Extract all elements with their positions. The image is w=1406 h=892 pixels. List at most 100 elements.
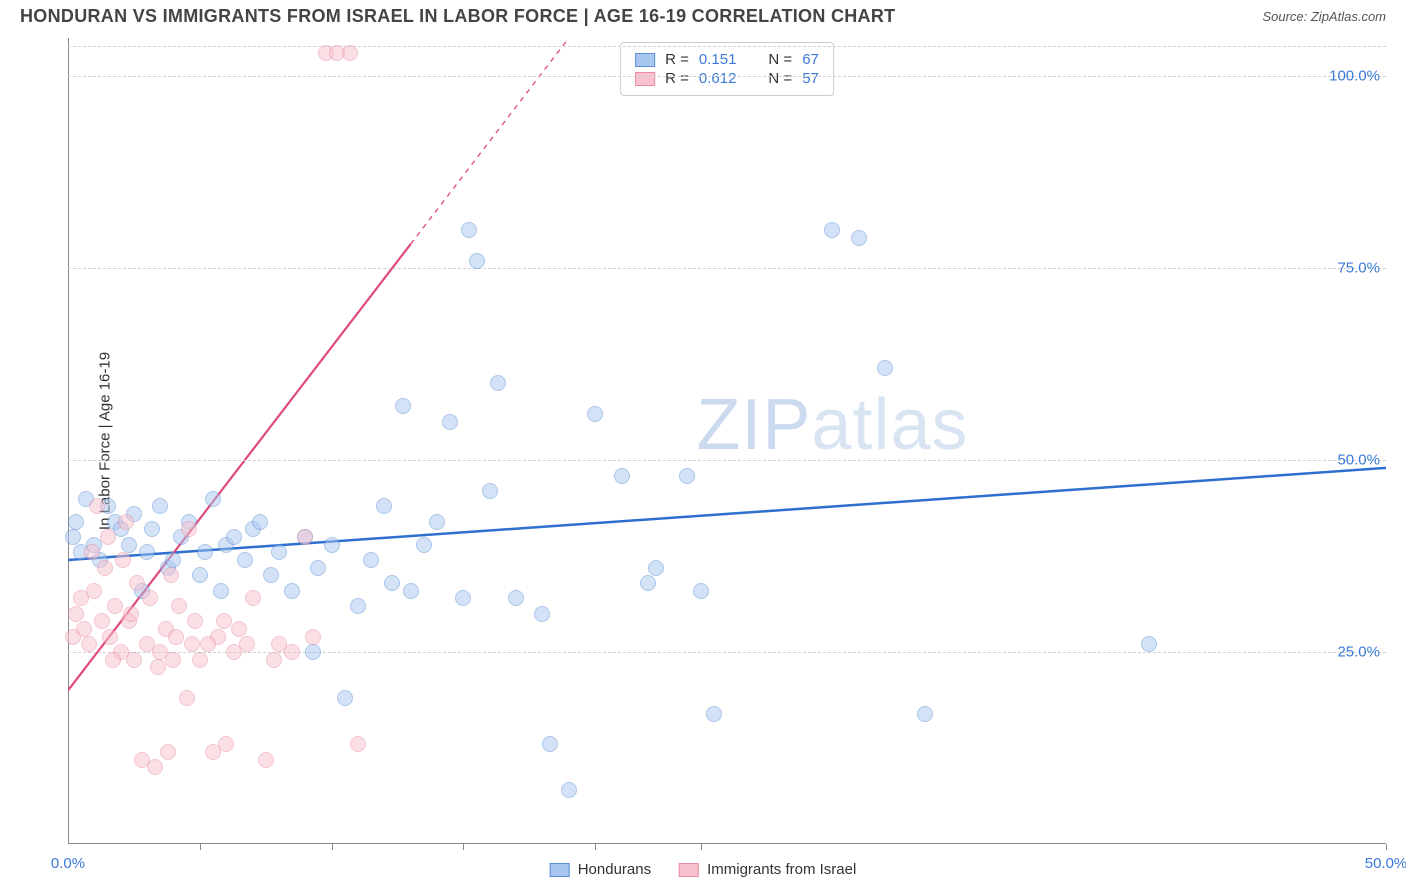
data-point: [640, 575, 656, 591]
data-point: [129, 575, 145, 591]
data-point: [648, 560, 664, 576]
r-label: R =: [665, 51, 689, 68]
data-point: [305, 644, 321, 660]
data-point: [917, 706, 933, 722]
chart-area: In Labor Force | Age 16-19 ZIPatlas R =0…: [20, 38, 1386, 844]
data-point: [561, 782, 577, 798]
data-point: [165, 652, 181, 668]
data-point: [81, 636, 97, 652]
data-point: [877, 360, 893, 376]
data-point: [350, 736, 366, 752]
data-point: [442, 414, 458, 430]
data-point: [218, 736, 234, 752]
data-point: [147, 759, 163, 775]
legend-item: Immigrants from Israel: [679, 861, 856, 878]
data-point: [252, 514, 268, 530]
chart-source: Source: ZipAtlas.com: [1262, 9, 1386, 24]
data-point: [168, 629, 184, 645]
data-point: [94, 613, 110, 629]
legend-swatch: [635, 53, 655, 67]
data-point: [139, 544, 155, 560]
data-point: [123, 606, 139, 622]
data-point: [187, 613, 203, 629]
trend-lines: [68, 38, 1386, 844]
data-point: [395, 398, 411, 414]
data-point: [86, 583, 102, 599]
data-point: [163, 567, 179, 583]
legend-row: R =0.612N =57: [635, 70, 819, 87]
legend-item: Hondurans: [550, 861, 651, 878]
x-tick-mark: [200, 844, 201, 850]
data-point: [239, 636, 255, 652]
data-point: [226, 529, 242, 545]
data-point: [100, 529, 116, 545]
x-tick-mark: [332, 844, 333, 850]
data-point: [115, 552, 131, 568]
data-point: [126, 652, 142, 668]
x-tick-mark: [701, 844, 702, 850]
data-point: [469, 253, 485, 269]
data-point: [305, 629, 321, 645]
x-tick-mark: [595, 844, 596, 850]
data-point: [508, 590, 524, 606]
watermark: ZIPatlas: [696, 384, 968, 466]
data-point: [245, 590, 261, 606]
gridline: [68, 652, 1386, 653]
data-point: [614, 468, 630, 484]
data-point: [310, 560, 326, 576]
data-point: [68, 606, 84, 622]
series-legend: Hondurans Immigrants from Israel: [550, 861, 857, 878]
y-tick-label: 100.0%: [1329, 68, 1380, 85]
legend-swatch: [679, 863, 699, 877]
legend-label: Hondurans: [578, 861, 651, 878]
data-point: [461, 222, 477, 238]
r-label: R =: [665, 70, 689, 87]
n-label: N =: [768, 70, 792, 87]
data-point: [205, 491, 221, 507]
data-point: [105, 652, 121, 668]
data-point: [1141, 636, 1157, 652]
data-point: [142, 590, 158, 606]
data-point: [284, 583, 300, 599]
data-point: [197, 544, 213, 560]
data-point: [107, 598, 123, 614]
data-point: [65, 529, 81, 545]
legend-swatch: [550, 863, 570, 877]
data-point: [192, 652, 208, 668]
data-point: [152, 498, 168, 514]
data-point: [542, 736, 558, 752]
data-point: [97, 560, 113, 576]
chart-title: HONDURAN VS IMMIGRANTS FROM ISRAEL IN LA…: [20, 6, 895, 27]
data-point: [337, 690, 353, 706]
y-tick-label: 25.0%: [1337, 644, 1380, 661]
x-tick-label: 0.0%: [51, 855, 85, 872]
data-point: [403, 583, 419, 599]
data-point: [271, 544, 287, 560]
data-point: [482, 483, 498, 499]
data-point: [165, 552, 181, 568]
data-point: [179, 690, 195, 706]
data-point: [76, 621, 92, 637]
data-point: [150, 659, 166, 675]
data-point: [824, 222, 840, 238]
data-point: [384, 575, 400, 591]
data-point: [342, 45, 358, 61]
chart-header: HONDURAN VS IMMIGRANTS FROM ISRAEL IN LA…: [0, 0, 1406, 31]
data-point: [102, 629, 118, 645]
data-point: [216, 613, 232, 629]
data-point: [263, 567, 279, 583]
data-point: [144, 521, 160, 537]
legend-swatch: [635, 72, 655, 86]
legend-row: R =0.151N =67: [635, 51, 819, 68]
n-value: 57: [802, 70, 819, 87]
data-point: [89, 498, 105, 514]
x-axis-line: [68, 843, 1386, 844]
data-point: [231, 621, 247, 637]
data-point: [851, 230, 867, 246]
data-point: [266, 652, 282, 668]
data-point: [416, 537, 432, 553]
data-point: [84, 544, 100, 560]
x-tick-mark: [1386, 844, 1387, 850]
n-label: N =: [768, 51, 792, 68]
plot-region: ZIPatlas R =0.151N =67R =0.612N =57 25.0…: [68, 38, 1386, 844]
